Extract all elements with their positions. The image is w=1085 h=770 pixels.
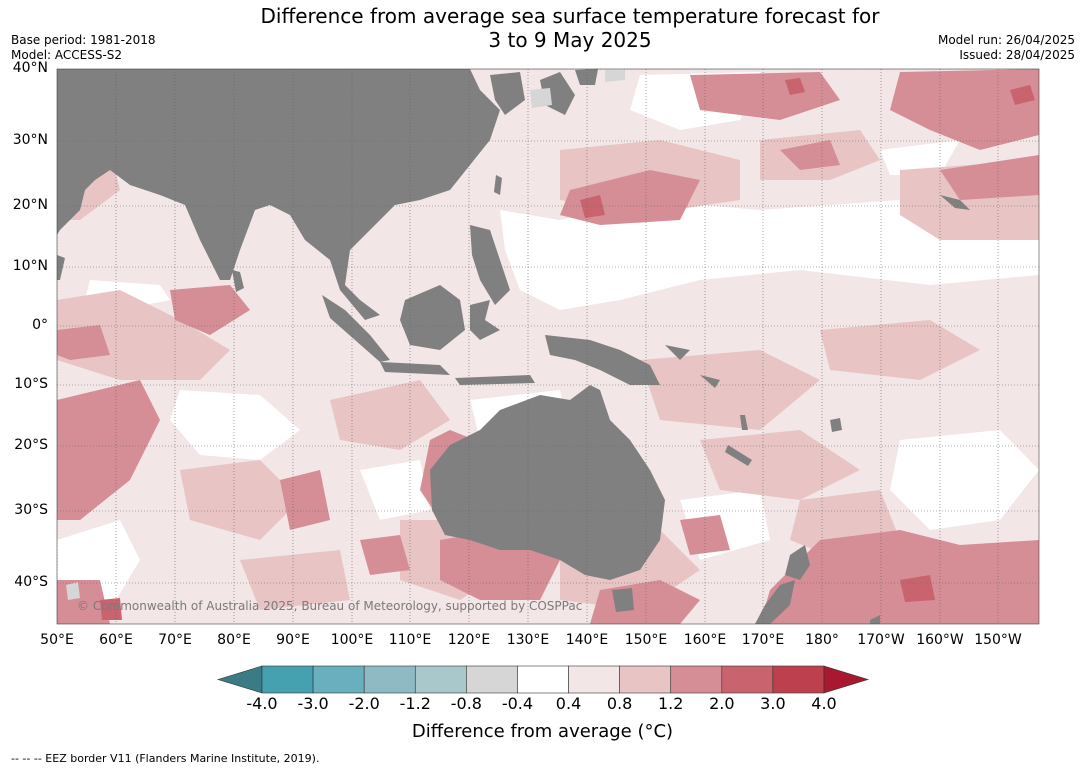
longitude-label: 90°E — [276, 632, 310, 648]
colorbar-extend-high — [823, 665, 870, 694]
colorbar-title-unit: °C) — [644, 721, 674, 742]
colorbar-tick-label: -2.0 — [348, 694, 380, 713]
longitude-label: 170°W — [857, 632, 905, 648]
eez-footer-note: -- -- -- EEZ border V11 (Flanders Marine… — [11, 752, 320, 765]
longitude-label: 120°E — [447, 632, 491, 648]
chart-title: Difference from average sea surface temp… — [0, 4, 1085, 52]
colorbar-segment — [670, 665, 723, 694]
colorbar-tick-label: -1.2 — [399, 694, 431, 713]
base-period: Base period: 1981-2018 — [11, 33, 156, 47]
issued-date: Issued: 28/04/2025 — [959, 48, 1075, 62]
colorbar-tick-label: 3.0 — [760, 694, 786, 713]
meta-right: Model run: 26/04/2025 Issued: 28/04/2025 — [938, 33, 1075, 63]
anomaly-2-0-to-3-0 — [100, 78, 1035, 620]
longitude-label: 140°E — [565, 632, 609, 648]
longitude-label: 70°E — [158, 632, 192, 648]
colorbar-segment — [312, 665, 365, 694]
latitude-label: 30°N — [12, 132, 48, 148]
latitude-label: 20°S — [14, 437, 48, 453]
longitude-label: 80°E — [217, 632, 251, 648]
colorbar-tick-label: 0.4 — [555, 694, 582, 713]
longitude-label: 100°E — [330, 632, 374, 648]
colorbar-tick-label: -0.8 — [450, 694, 482, 713]
latitude-label: 40°S — [14, 574, 48, 590]
latitude-label: 30°S — [14, 502, 48, 518]
colorbar-segment — [619, 665, 672, 694]
meta-left: Base period: 1981-2018 Model: ACCESS-S2 — [11, 33, 156, 63]
anomaly-negative-small — [66, 70, 625, 600]
colorbar-segment — [721, 665, 774, 694]
graticule — [57, 69, 1039, 624]
colorbar-segment — [568, 665, 620, 694]
colorbar-segment — [517, 665, 569, 694]
longitude-label: 150°W — [974, 632, 1022, 648]
map-area: © Commonwealth of Australia 2025, Bureau… — [57, 69, 1039, 624]
colorbar-title: Difference from average (°C) — [0, 721, 1085, 742]
longitude-label: 60°E — [99, 632, 133, 648]
longitude-label: 160°W — [916, 632, 964, 648]
colorbar-segment — [261, 665, 314, 694]
latitude-label: 10°N — [12, 258, 48, 274]
longitude-label: 170°E — [741, 632, 785, 648]
copyright-notice: © Commonwealth of Australia 2025, Bureau… — [77, 599, 582, 613]
colorbar-segment — [363, 665, 416, 694]
colorbar-tick-label: -3.0 — [297, 694, 329, 713]
colorbar-tick-label: 0.8 — [606, 694, 633, 713]
latitude-label: 40°N — [12, 60, 48, 76]
longitude-label: 160°E — [683, 632, 727, 648]
longitude-label: 180° — [805, 632, 839, 648]
colorbar-segment — [772, 665, 825, 694]
colorbar-tick-label: -4.0 — [246, 694, 278, 713]
latitude-label: 20°N — [12, 197, 48, 213]
model-run: Model run: 26/04/2025 — [937, 33, 1075, 47]
colorbar-tick-label: 2.0 — [709, 694, 735, 713]
colorbar-title-text: Difference from average ( — [411, 721, 645, 742]
land — [57, 69, 970, 624]
colorbar — [216, 665, 870, 694]
latitude-label: 0° — [32, 317, 48, 333]
colorbar-extend-low — [216, 665, 263, 694]
map-frame — [56, 68, 1040, 625]
longitude-label: 50°E — [40, 632, 74, 648]
colorbar-segment — [414, 665, 467, 694]
colorbar-tick-label: 4.0 — [811, 694, 837, 713]
colorbar-tick-label: 1.2 — [657, 694, 684, 713]
colorbar-tick-label: -0.4 — [501, 694, 534, 713]
colorbar-segment — [466, 665, 518, 694]
title-line-2: 3 to 9 May 2025 — [488, 28, 652, 52]
model-name: Model: ACCESS-S2 — [11, 48, 123, 62]
longitude-label: 130°E — [506, 632, 550, 648]
title-line-1: Difference from average sea surface temp… — [260, 4, 880, 28]
latitude-label: 10°S — [14, 376, 48, 392]
longitude-label: 110°E — [388, 632, 432, 648]
anomaly-near-average — [57, 72, 1039, 620]
longitude-label: 150°E — [624, 632, 668, 648]
